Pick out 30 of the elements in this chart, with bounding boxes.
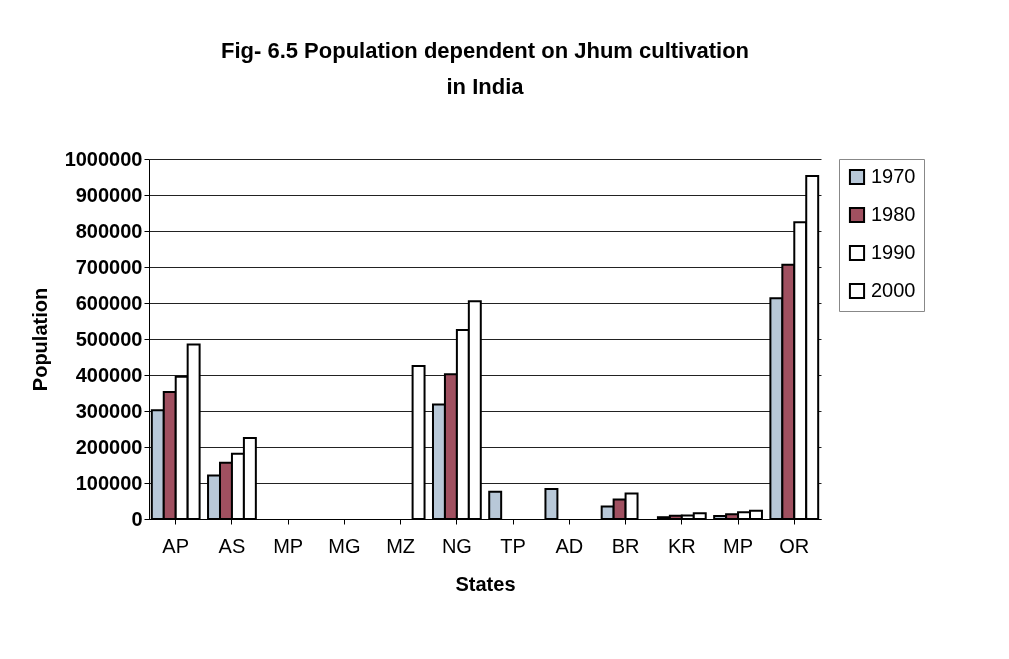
x-tick-label: BR	[611, 534, 640, 557]
y-tick-label: 200000	[75, 435, 143, 458]
x-tick-label: TP	[500, 534, 526, 557]
y-tick-label: 400000	[75, 363, 143, 386]
x-tick-label: AD	[555, 534, 584, 557]
legend-label: 1970	[871, 165, 916, 187]
legend-label: 1990	[871, 241, 916, 263]
x-tick-label: OR	[779, 534, 810, 557]
legend-label: 2000	[871, 279, 916, 301]
x-tick-label: MG	[328, 534, 361, 557]
y-tick-label: 100000	[75, 471, 143, 494]
y-tick-label: 500000	[75, 327, 143, 350]
x-tick-label: AP	[162, 534, 190, 557]
y-tick-label: 0	[131, 507, 143, 530]
x-tick-label: MZ	[386, 534, 416, 557]
y-tick-label: 800000	[75, 219, 143, 242]
chart-title: Fig- 6.5 Population dependent on Jhum cultivation in India	[220, 38, 750, 99]
x-tick-label: MP	[723, 534, 754, 557]
x-tick-label: KR	[667, 534, 696, 557]
y-tick-label: 300000	[75, 399, 143, 422]
x-tick-label: AS	[218, 534, 246, 557]
y-tick-label: 900000	[75, 183, 143, 206]
x-axis-title: States	[455, 572, 516, 595]
y-tick-label: 1000000	[64, 147, 143, 170]
x-tick-label: MP	[273, 534, 304, 557]
y-tick-label: 600000	[75, 291, 143, 314]
x-tick-label: NG	[441, 534, 472, 557]
y-axis-title: Population	[28, 287, 51, 392]
legend-label: 1980	[871, 203, 916, 225]
y-tick-label: 700000	[75, 255, 143, 278]
